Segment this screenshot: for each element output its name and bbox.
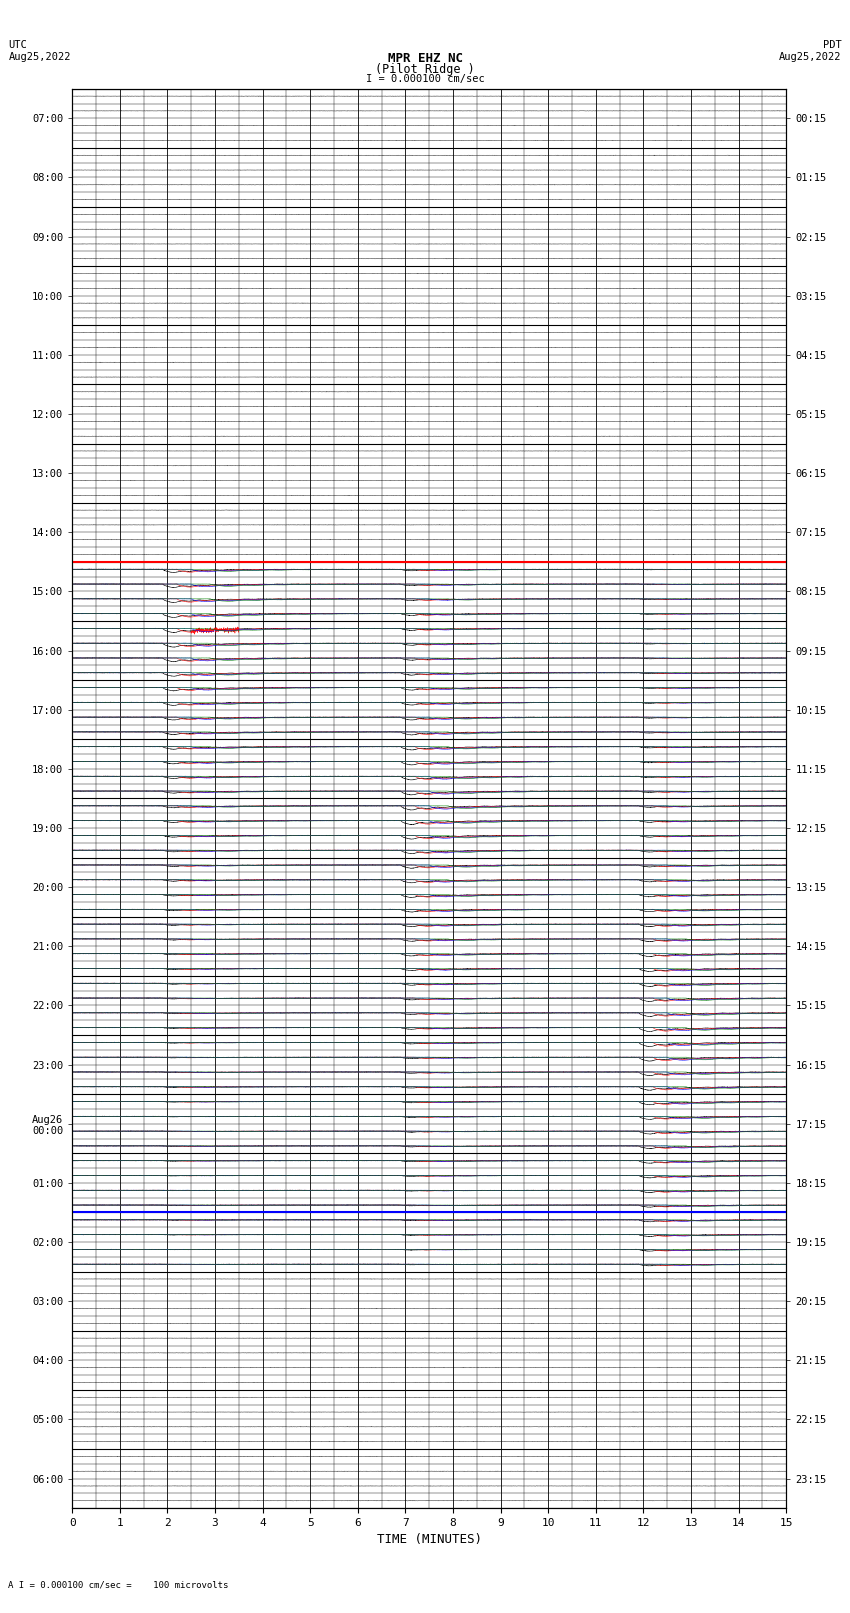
Text: Aug25,2022: Aug25,2022 (779, 52, 842, 61)
Text: (Pilot Ridge ): (Pilot Ridge ) (375, 63, 475, 76)
Text: PDT: PDT (823, 40, 842, 50)
Text: A I = 0.000100 cm/sec =    100 microvolts: A I = 0.000100 cm/sec = 100 microvolts (8, 1581, 229, 1590)
Text: Aug25,2022: Aug25,2022 (8, 52, 71, 61)
Text: MPR EHZ NC: MPR EHZ NC (388, 52, 462, 65)
Text: I = 0.000100 cm/sec: I = 0.000100 cm/sec (366, 74, 484, 84)
Text: UTC: UTC (8, 40, 27, 50)
X-axis label: TIME (MINUTES): TIME (MINUTES) (377, 1534, 482, 1547)
